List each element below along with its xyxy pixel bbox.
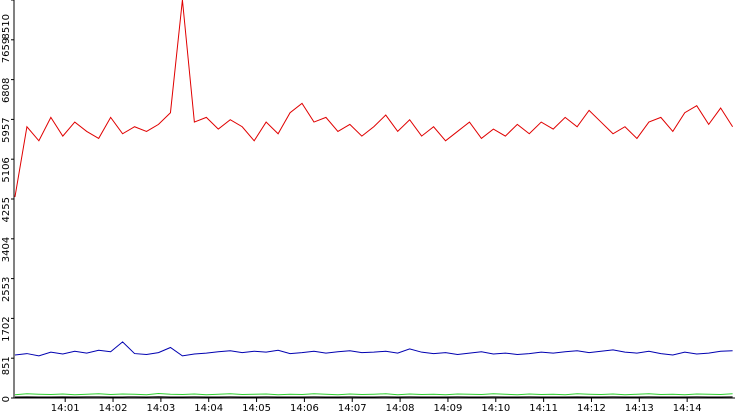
series-line xyxy=(14,393,733,396)
series-line xyxy=(14,341,733,357)
y-tick-label: 1702 xyxy=(1,316,12,341)
x-tick-label: 14:01 xyxy=(51,403,80,414)
x-tick-label: 14:02 xyxy=(99,403,128,414)
y-tick-label: 6808 xyxy=(1,78,12,103)
x-tick-label: 14:03 xyxy=(146,403,175,414)
y-tick-label: 8510 xyxy=(1,14,12,39)
y-tick-label: 851 xyxy=(1,356,12,375)
x-tick-label: 14:06 xyxy=(290,403,319,414)
x-tick-label: 14:10 xyxy=(481,403,510,414)
y-tick-label: 7659 xyxy=(1,38,12,63)
x-tick-label: 14:07 xyxy=(338,403,367,414)
y-tick-label: 2553 xyxy=(1,277,12,302)
series-line xyxy=(14,0,734,197)
x-tick-label: 14:12 xyxy=(577,403,606,414)
x-tick-label: 14:14 xyxy=(673,403,702,414)
x-tick-label: 14:13 xyxy=(625,403,654,414)
y-tick-label: 0 xyxy=(1,396,12,402)
y-tick-label: 5106 xyxy=(1,157,12,182)
x-tick-label: 14:05 xyxy=(242,403,271,414)
y-tick-label: 5957 xyxy=(1,117,12,142)
y-tick-label: 4255 xyxy=(1,197,12,222)
x-tick-label: 14:04 xyxy=(194,403,223,414)
x-tick-label: 14:08 xyxy=(386,403,415,414)
x-tick-label: 14:09 xyxy=(434,403,463,414)
x-tick-label: 14:11 xyxy=(529,403,558,414)
y-tick-label: 3404 xyxy=(1,237,12,262)
